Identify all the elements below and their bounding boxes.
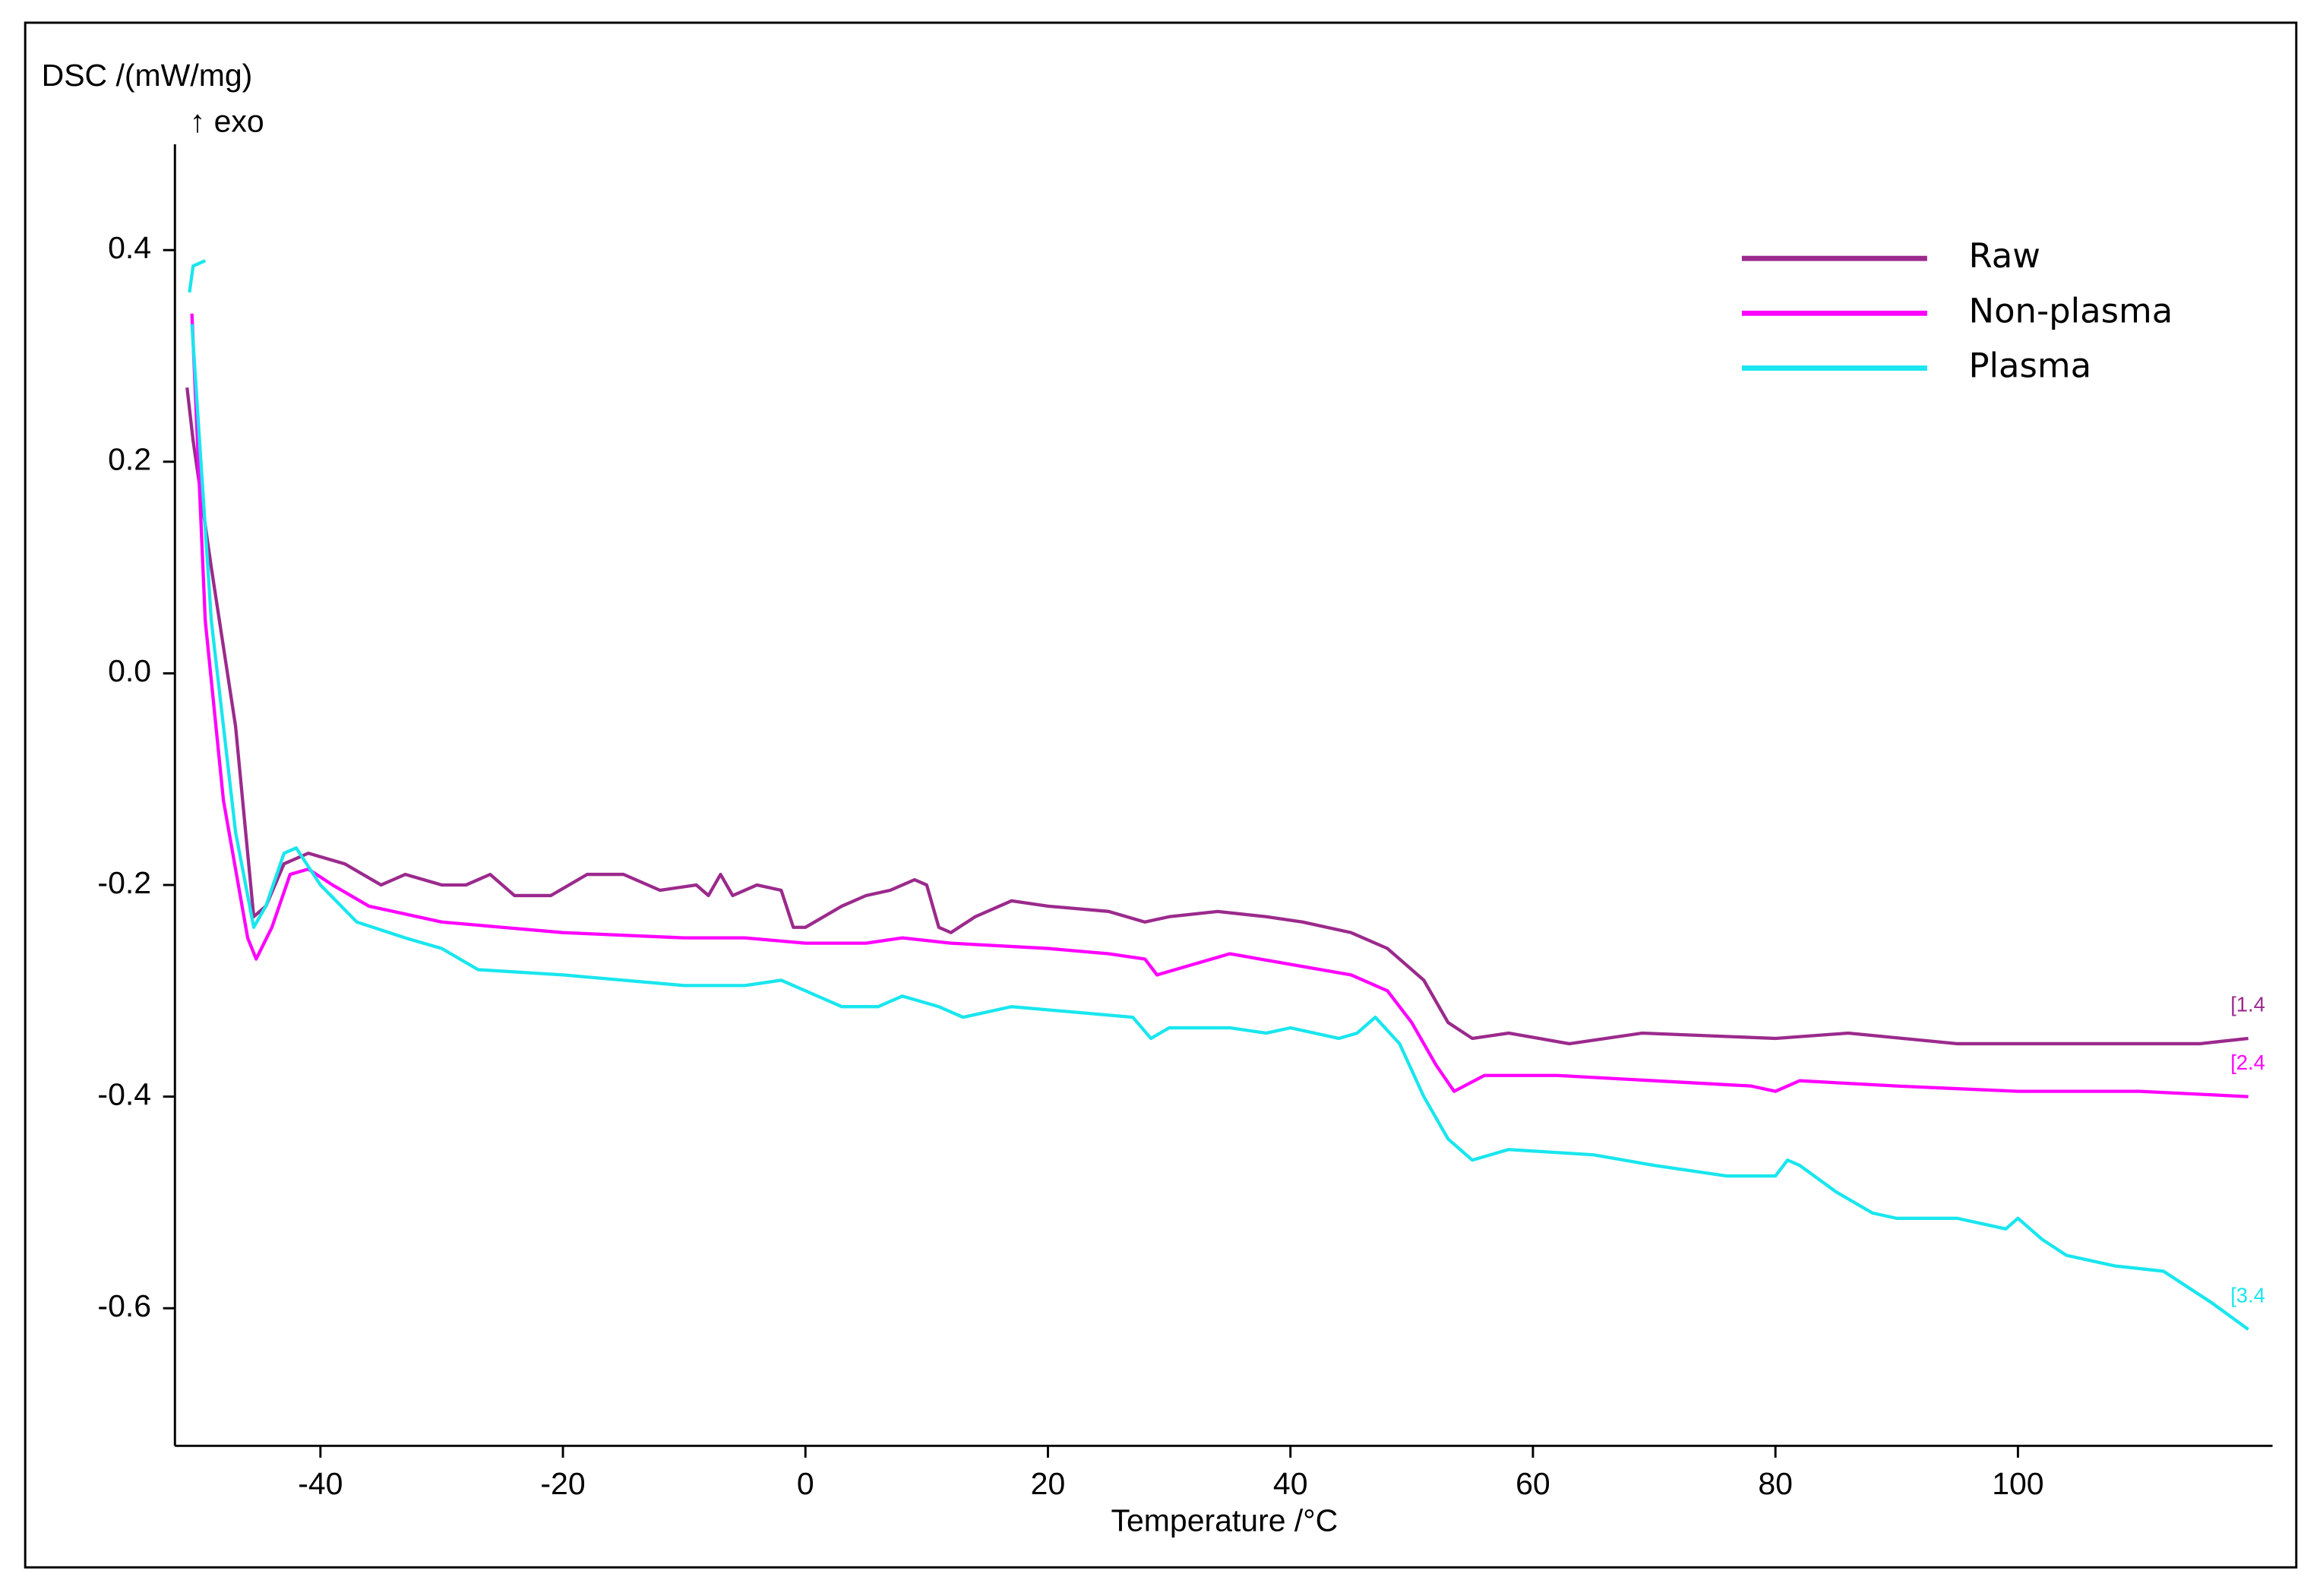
x-tick-label: 20: [1031, 1466, 1066, 1501]
y-axis-label: DSC /(mW/mg): [42, 58, 253, 93]
y-tick-label: -0.6: [97, 1288, 151, 1323]
legend-label: Plasma: [1969, 346, 2092, 386]
end-label: [1.4: [2230, 992, 2265, 1016]
data-line: [188, 259, 2249, 1331]
frame: [24, 21, 2298, 1569]
x-tick-label: 80: [1758, 1466, 1793, 1501]
x-tick-label: 0: [797, 1466, 814, 1501]
x-tick-label: -20: [540, 1466, 585, 1501]
x-tick-label: 40: [1273, 1466, 1308, 1501]
legend-label: Non-plasma: [1969, 290, 2173, 330]
y-tick-label: 0.4: [108, 230, 151, 265]
y-tick-label: 0.0: [108, 653, 151, 688]
data-line: [185, 387, 2249, 1046]
end-label: [3.4: [2230, 1283, 2265, 1307]
y-tick-label: -0.2: [97, 865, 151, 900]
y-tick-label: -0.4: [97, 1076, 151, 1111]
y-axis-sublabel: ↑ exo: [190, 103, 264, 138]
x-axis-label: Temperature /°C: [1111, 1503, 1339, 1538]
data-line: [190, 313, 2249, 1098]
legend-label: Raw: [1969, 235, 2040, 276]
x-tick-label: 60: [1516, 1466, 1550, 1501]
plot-area: [1.4 [2.4 [3.4: [185, 259, 2265, 1331]
y-tick-label: 0.2: [108, 442, 151, 477]
x-tick-label: 100: [1992, 1466, 2043, 1501]
x-tick-label: -40: [298, 1466, 343, 1501]
end-label: [2.4: [2230, 1051, 2265, 1074]
